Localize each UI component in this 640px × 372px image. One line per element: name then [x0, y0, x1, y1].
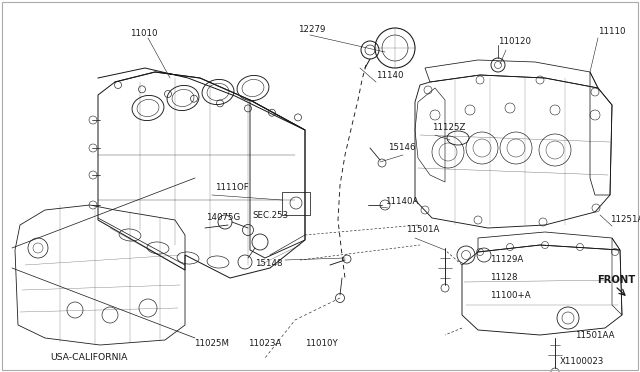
Text: 11501A: 11501A [406, 225, 440, 234]
Text: 11025M: 11025M [194, 340, 229, 349]
Text: 11140A: 11140A [385, 198, 419, 206]
Text: 11129A: 11129A [490, 256, 524, 264]
Text: 15146: 15146 [388, 144, 415, 153]
Text: 1111OF: 1111OF [215, 183, 249, 192]
Text: X1100023: X1100023 [560, 357, 604, 366]
Text: 15148: 15148 [255, 260, 282, 269]
Text: 11110: 11110 [598, 28, 625, 36]
Text: 11501AA: 11501AA [575, 331, 614, 340]
Text: SEC.253: SEC.253 [252, 211, 288, 219]
Text: 11010: 11010 [130, 29, 157, 38]
Text: 11140: 11140 [376, 71, 403, 80]
Text: 11100+A: 11100+A [490, 292, 531, 301]
Text: 12279: 12279 [298, 26, 325, 35]
Text: 110120: 110120 [498, 38, 531, 46]
Text: 11023A: 11023A [248, 340, 282, 349]
Text: 11125Z: 11125Z [432, 124, 465, 132]
Text: 11251A: 11251A [610, 215, 640, 224]
Text: 11010Y: 11010Y [305, 340, 338, 349]
Text: 14075G: 14075G [206, 214, 240, 222]
Text: 11128: 11128 [490, 273, 518, 282]
Text: USA-CALIFORNIA: USA-CALIFORNIA [50, 353, 127, 362]
Text: FRONT: FRONT [597, 275, 636, 285]
